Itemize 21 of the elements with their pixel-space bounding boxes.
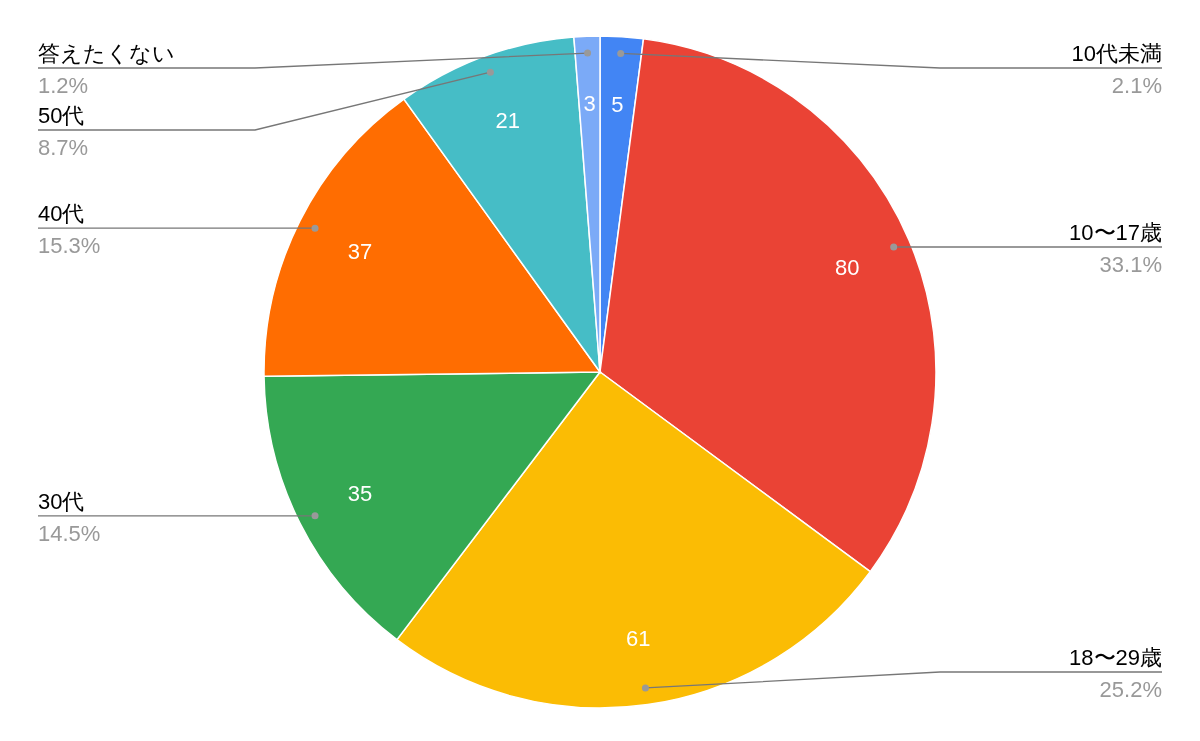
text: 2.1% (1111, 73, 1162, 98)
slice-label: 50代 (38, 103, 85, 128)
slice-label: 答えたくない (38, 41, 175, 66)
slice-label: 30代 (38, 488, 85, 514)
text: 33.1% (1099, 251, 1162, 277)
slice-label: 10〜17歳 (1069, 219, 1162, 245)
data-label: 61 (626, 626, 651, 652)
data-label: 37 (347, 238, 373, 264)
slice-label: 10代未満 (1071, 41, 1162, 66)
slice-label: 18〜29歳 (1069, 645, 1162, 670)
data-label: 80 (835, 254, 860, 280)
text: 25.2% (1099, 677, 1162, 702)
text: 15.3% (38, 233, 101, 259)
text: 8.7% (38, 135, 89, 160)
text: 1.2% (38, 73, 89, 98)
data-label: 35 (347, 481, 373, 507)
data-label: 5 (611, 91, 624, 117)
data-label: 21 (495, 107, 520, 133)
data-label: 3 (583, 91, 596, 117)
text: 14.5% (38, 520, 101, 546)
slice-label: 40代 (38, 201, 85, 227)
